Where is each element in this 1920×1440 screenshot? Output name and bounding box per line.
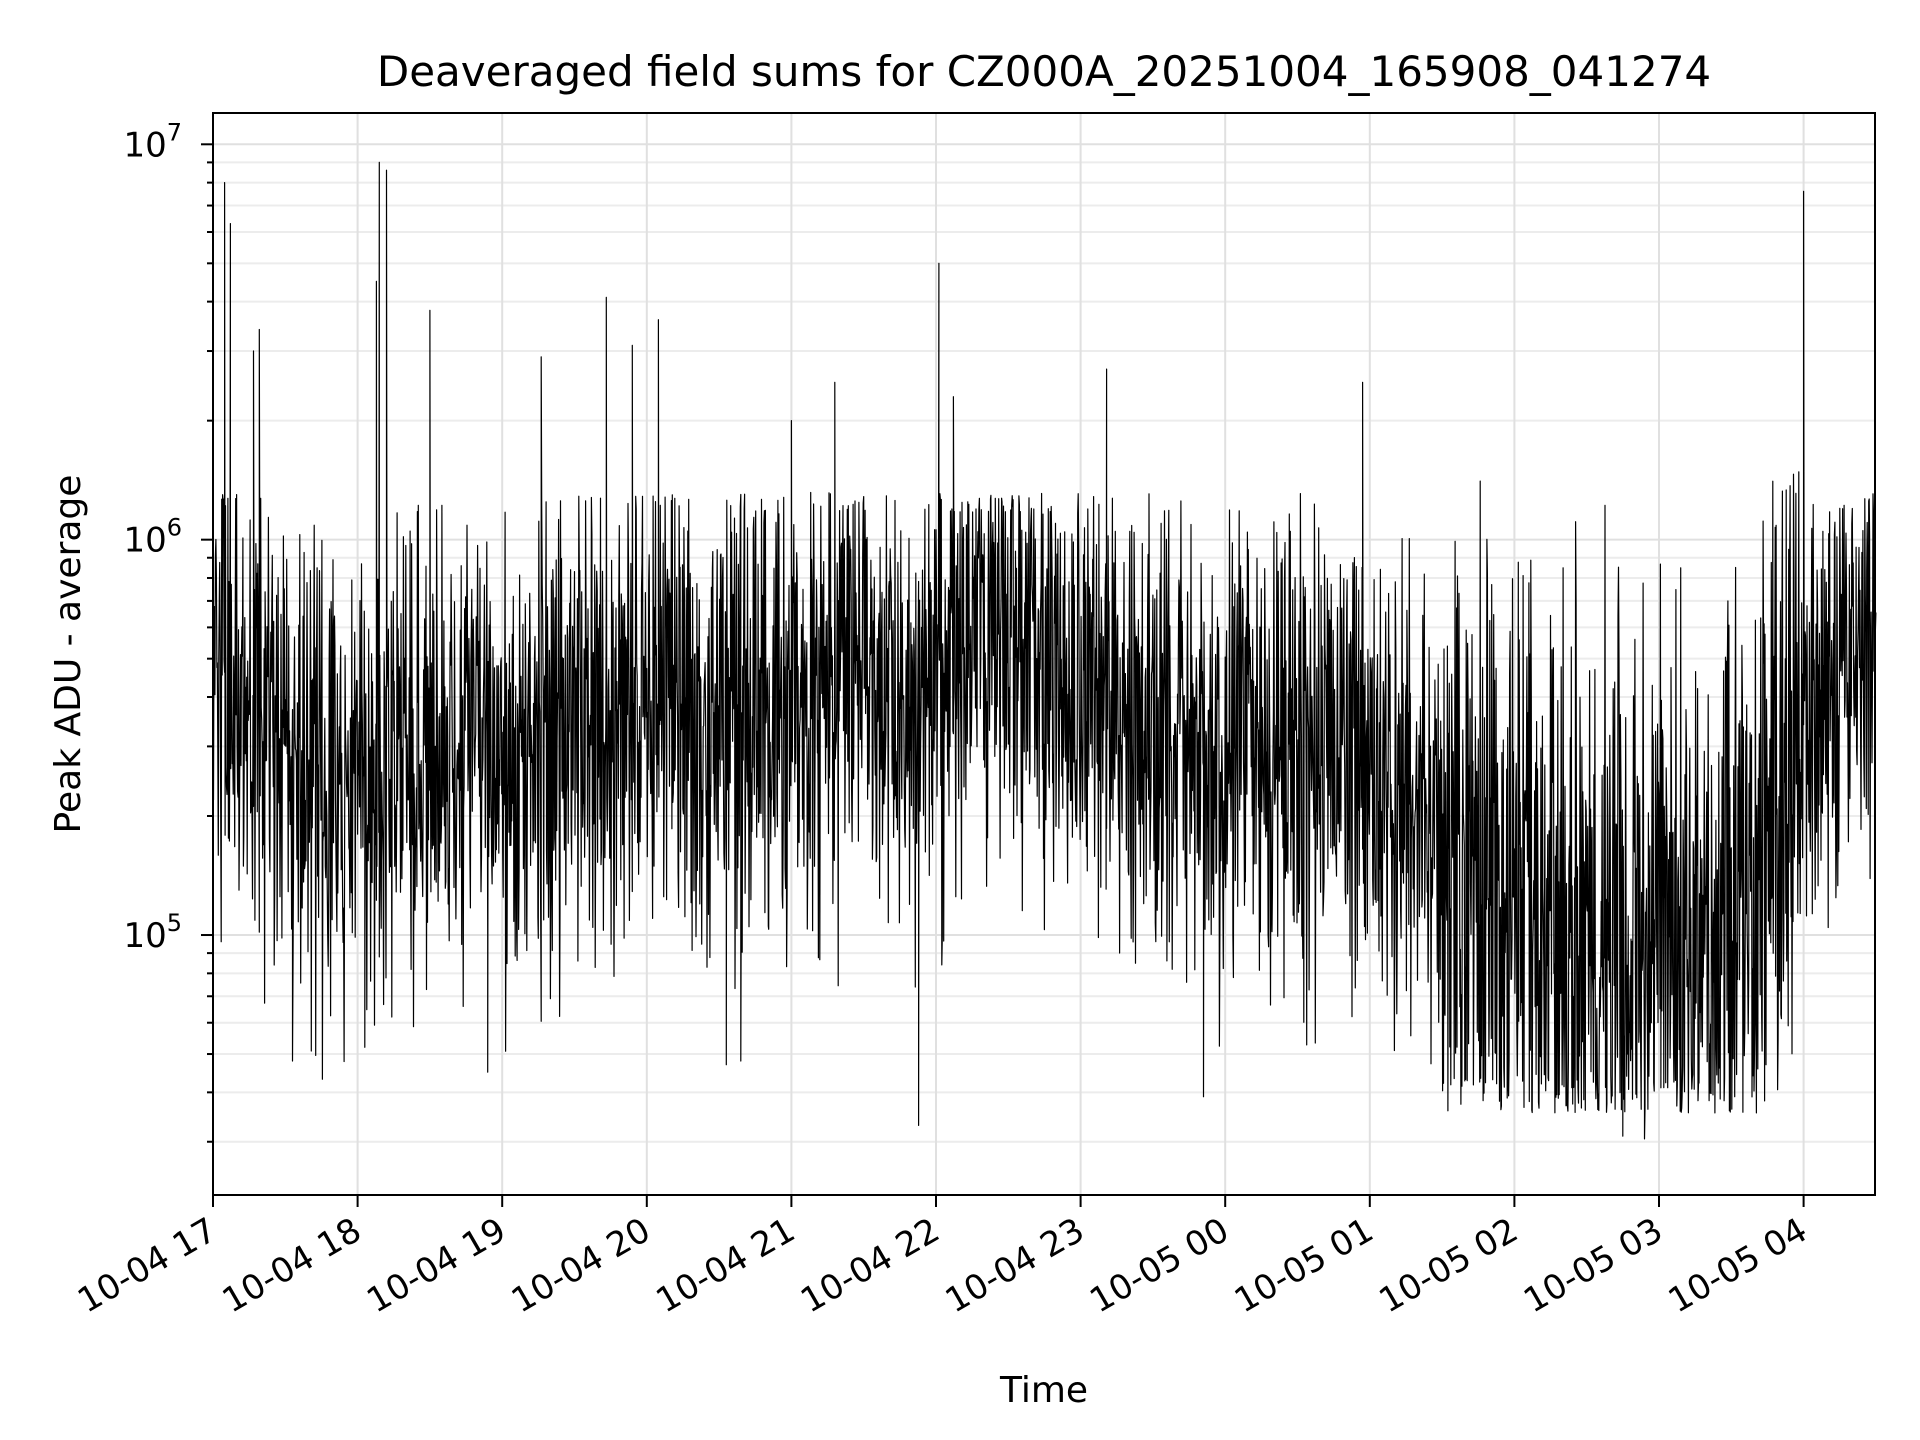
axis-ticks [201, 143, 1805, 1207]
series-line-peak-adu [212, 161, 1877, 1140]
y-tick-label: 106 [123, 514, 182, 561]
y-axis-label: Peak ADU - average [48, 475, 89, 834]
plot-frame [212, 112, 1876, 1196]
series-layer [212, 161, 1877, 1140]
chart-title: Deaveraged field sums for CZ000A_2025100… [377, 47, 1711, 96]
y-tick-label: 107 [123, 118, 182, 165]
y-tick-labels: 105 106 107 [123, 118, 182, 956]
x-axis-label: Time [999, 1370, 1088, 1411]
y-tick-label: 105 [123, 909, 182, 956]
